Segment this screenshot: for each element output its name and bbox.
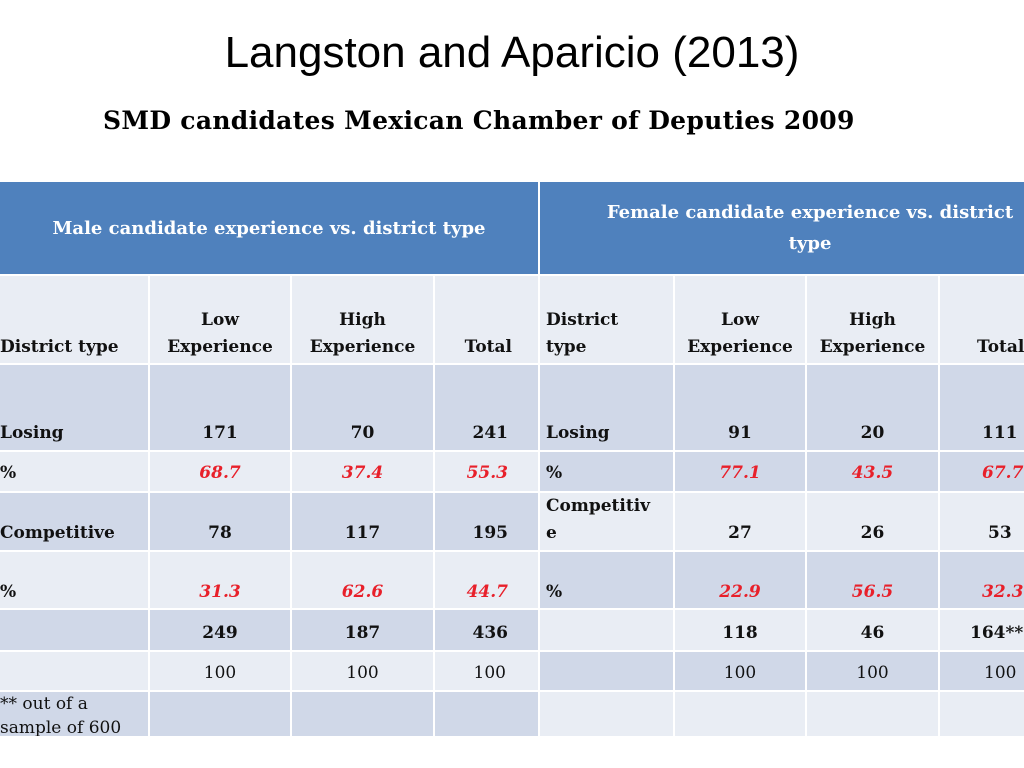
- female-row-totals-label: [540, 610, 673, 650]
- male-col-low-line-2: Experience: [167, 337, 273, 357]
- male-col-district-label: District type: [0, 337, 119, 357]
- male-header: Male candidate experience vs. district t…: [0, 182, 538, 274]
- table-title: SMD candidates Mexican Chamber of Deputi…: [103, 106, 855, 135]
- female-pct2-total: 32.3: [940, 552, 1024, 608]
- male-losing-low: 171: [150, 365, 290, 450]
- empty-cell: [292, 692, 433, 736]
- female-pct2-low: 22.9: [675, 552, 805, 608]
- female-col-district-line-2: type: [546, 337, 587, 357]
- female-pct2-high: 56.5: [807, 552, 938, 608]
- male-row-losing-label: Losing: [0, 365, 148, 450]
- male-row-hundred-label: [0, 652, 148, 690]
- female-totals-high: 46: [807, 610, 938, 650]
- female-hundred-low: 100: [675, 652, 805, 690]
- male-col-low-line-1: Low: [201, 310, 239, 330]
- data-table: Male candidate experience vs. district t…: [0, 182, 1024, 736]
- empty-cell: [807, 692, 938, 736]
- empty-cell: [435, 692, 538, 736]
- female-row-pct1-label: %: [540, 452, 673, 491]
- female-row-competitive-label: Competitiv e: [540, 493, 673, 550]
- male-col-high-line-1: High: [339, 310, 386, 330]
- male-totals-high: 187: [292, 610, 433, 650]
- female-col-high: High Experience: [807, 276, 938, 363]
- male-row-totals-label: [0, 610, 148, 650]
- male-competitive-high: 117: [292, 493, 433, 550]
- female-col-total: Total: [940, 276, 1024, 363]
- female-header-line-2: type: [788, 233, 832, 254]
- female-totals-total: 164**: [940, 610, 1024, 650]
- female-losing-total: 111: [940, 365, 1024, 450]
- male-col-high: High Experience: [292, 276, 433, 363]
- empty-cell: [940, 692, 1024, 736]
- male-row-pct2-label: %: [0, 552, 148, 608]
- male-col-high-line-2: Experience: [309, 337, 416, 357]
- male-totals-low: 249: [150, 610, 290, 650]
- female-pct1-total: 67.7: [940, 452, 1024, 491]
- slide-title: Langston and Aparicio (2013): [224, 28, 800, 77]
- male-competitive-total: 195: [435, 493, 538, 550]
- female-row-losing-label: Losing: [540, 365, 673, 450]
- male-col-district: District type: [0, 276, 148, 363]
- male-competitive-low: 78: [150, 493, 290, 550]
- female-hundred-high: 100: [807, 652, 938, 690]
- female-competitive-high: 26: [807, 493, 938, 550]
- female-col-total-label: Total: [977, 337, 1024, 357]
- female-totals-low: 118: [675, 610, 805, 650]
- female-pct1-low: 77.1: [675, 452, 805, 491]
- female-losing-high: 20: [807, 365, 938, 450]
- footnote: ** out of a sample of 600: [0, 692, 148, 736]
- female-col-low-line-2: Experience: [687, 337, 793, 357]
- male-pct1-total: 55.3: [435, 452, 538, 491]
- female-competitive-total: 53: [940, 493, 1024, 550]
- female-losing-low: 91: [675, 365, 805, 450]
- female-row-hundred-label: [540, 652, 673, 690]
- empty-cell: [675, 692, 805, 736]
- male-hundred-low: 100: [150, 652, 290, 690]
- male-pct2-total: 44.7: [435, 552, 538, 608]
- male-losing-total: 241: [435, 365, 538, 450]
- male-pct1-low: 68.7: [150, 452, 290, 491]
- female-competitive-label-line-2: e: [546, 523, 557, 543]
- male-totals-total: 436: [435, 610, 538, 650]
- male-header-text: Male candidate experience vs. district t…: [52, 217, 486, 239]
- male-row-competitive-label: Competitive: [0, 493, 148, 550]
- female-header: Female candidate experience vs. district…: [540, 182, 1024, 274]
- female-row-pct2-label: %: [540, 552, 673, 608]
- empty-cell: [150, 692, 290, 736]
- footnote-line-1: ** out of a: [0, 694, 88, 714]
- male-col-low: Low Experience: [150, 276, 290, 363]
- female-col-high-line-2: Experience: [819, 337, 926, 357]
- male-col-total: Total: [435, 276, 538, 363]
- female-hundred-total: 100: [940, 652, 1024, 690]
- male-row-pct1-label: %: [0, 452, 148, 491]
- male-hundred-high: 100: [292, 652, 433, 690]
- empty-cell: [540, 692, 673, 736]
- male-pct1-high: 37.4: [292, 452, 433, 491]
- footnote-line-2: sample of 600: [0, 718, 122, 736]
- male-pct2-high: 62.6: [292, 552, 433, 608]
- female-competitive-low: 27: [675, 493, 805, 550]
- male-losing-high: 70: [292, 365, 433, 450]
- male-hundred-total: 100: [435, 652, 538, 690]
- female-col-low: Low Experience: [675, 276, 805, 363]
- male-pct2-low: 31.3: [150, 552, 290, 608]
- female-header-line-1: Female candidate experience vs. district: [606, 202, 1014, 223]
- female-competitive-label-line-1: Competitiv: [546, 496, 651, 516]
- female-col-low-line-1: Low: [721, 310, 759, 330]
- female-pct1-high: 43.5: [807, 452, 938, 491]
- female-col-high-line-1: High: [849, 310, 896, 330]
- female-col-district: District type: [540, 276, 673, 363]
- female-col-district-line-1: District: [546, 310, 619, 330]
- male-col-total-label: Total: [464, 337, 512, 357]
